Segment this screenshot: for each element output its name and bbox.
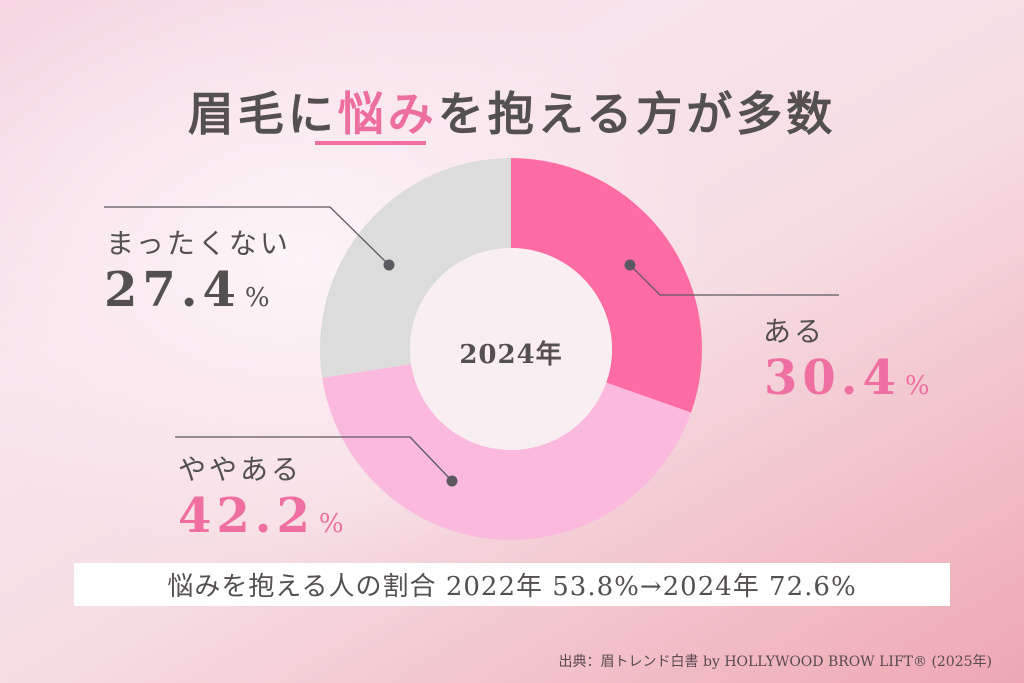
source-citation: 出典：眉トレンド白書 by HOLLYWOOD BROW LIFT® (2025… [558,654,992,670]
segment-value-yes-number: 30.4 [764,350,901,406]
summary-banner: 悩みを抱える人の割合 2022年 53.8%→2024年 72.6% [74,563,950,606]
segment-label-yes: ある [763,315,826,348]
segment-label-somewhat: ややある [178,453,303,486]
leader-dot-none [383,259,395,271]
segment-value-yes-unit: % [904,371,930,401]
leader-line-somewhat [175,436,453,482]
title-prefix: 眉毛に [187,87,338,141]
segment-value-somewhat: 42.2% [178,488,344,544]
title-accent-underline [315,141,426,145]
segment-label-none: まったくない [106,227,291,260]
segment-value-somewhat-unit: % [318,509,344,539]
segment-value-none-unit: % [244,283,270,313]
title-accent: 悩み [337,87,438,141]
donut-segment-somewhat [322,364,692,541]
segment-value-yes: 30.4% [764,350,930,406]
leader-line-none [104,206,390,266]
donut-hole [410,248,612,450]
segment-value-none-number: 27.4 [104,262,241,318]
donut-segment-yes [511,158,702,413]
summary-text: 悩みを抱える人の割合 2022年 53.8%→2024年 72.6% [167,572,857,602]
segment-value-none: 27.4% [104,262,270,318]
leader-lines [104,206,839,482]
donut-center-label: 2024年 [459,340,563,370]
title-suffix: を抱える方が多数 [437,87,837,141]
donut-segment-none [319,158,511,378]
leader-line-yes [629,264,839,296]
donut-ring [319,158,702,541]
leader-dot-somewhat [446,475,458,487]
leader-dot-yes [624,259,636,271]
segment-value-somewhat-number: 42.2 [178,488,315,544]
page-title: 眉毛に悩みを抱える方が多数 [0,78,1024,144]
leader-dots [383,259,636,487]
